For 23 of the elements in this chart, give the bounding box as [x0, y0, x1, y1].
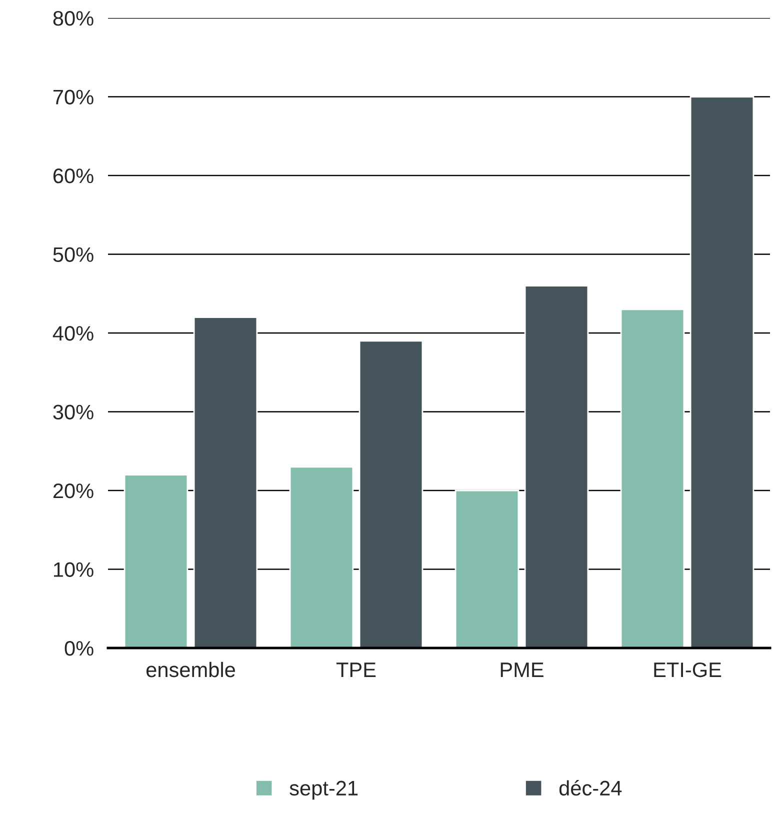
y-tick-label: 0%: [64, 641, 94, 656]
bar: [289, 466, 354, 648]
bar: [358, 340, 424, 648]
y-tick-label: 70%: [53, 90, 94, 105]
bar: [124, 474, 188, 648]
x-tick-label: TPE: [336, 662, 376, 677]
y-tick-label: 80%: [53, 11, 94, 26]
x-tick-label: ensemble: [146, 662, 235, 678]
y-tick-label: 10%: [54, 562, 94, 578]
x-tick-label: ETI-GE: [654, 662, 722, 678]
bar: [690, 96, 754, 648]
bar: [524, 285, 589, 648]
bar: [193, 316, 258, 648]
y-tick-label: 20%: [53, 484, 94, 498]
legend-label: déc-24: [559, 780, 622, 796]
bar: [620, 308, 685, 648]
y-tick-label: 50%: [53, 247, 94, 262]
legend-label: sept-21: [290, 780, 358, 800]
y-tick-label: 30%: [53, 404, 94, 420]
y-tick-label: 60%: [53, 168, 94, 184]
bar: [454, 490, 520, 648]
x-tick-label: PME: [500, 662, 544, 677]
y-tick-label: 40%: [52, 326, 94, 341]
